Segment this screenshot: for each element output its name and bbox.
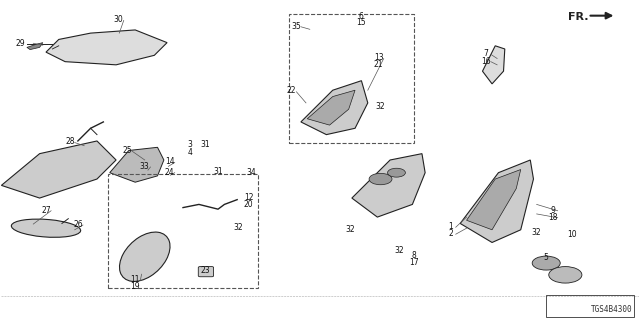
Circle shape: [548, 267, 582, 283]
Text: 10: 10: [568, 230, 577, 239]
FancyBboxPatch shape: [198, 267, 214, 277]
Circle shape: [388, 168, 405, 177]
Text: 30: 30: [113, 15, 123, 24]
Text: 6: 6: [359, 12, 364, 21]
Text: 32: 32: [395, 246, 404, 255]
Text: 32: 32: [346, 225, 355, 234]
Text: 24: 24: [165, 168, 175, 177]
Bar: [546, 295, 634, 317]
Text: 20: 20: [244, 200, 253, 209]
Polygon shape: [27, 43, 43, 50]
Text: 5: 5: [543, 253, 548, 262]
Text: 17: 17: [410, 258, 419, 267]
Text: 33: 33: [140, 162, 150, 171]
Polygon shape: [460, 160, 534, 243]
Text: 32: 32: [375, 102, 385, 111]
Text: FR.: FR.: [568, 12, 589, 22]
Text: 19: 19: [131, 282, 140, 292]
Text: 31: 31: [213, 167, 223, 176]
Text: 1: 1: [448, 222, 453, 231]
Text: 18: 18: [548, 212, 557, 222]
Text: 15: 15: [356, 19, 366, 28]
Polygon shape: [46, 30, 167, 65]
Polygon shape: [301, 81, 368, 135]
Text: 32: 32: [532, 228, 541, 237]
Text: 14: 14: [165, 157, 175, 166]
Text: 11: 11: [131, 276, 140, 284]
Ellipse shape: [120, 232, 170, 281]
Polygon shape: [109, 147, 164, 182]
Text: 16: 16: [481, 57, 490, 66]
Polygon shape: [467, 170, 521, 230]
Text: 2: 2: [448, 229, 453, 238]
Text: 31: 31: [200, 140, 210, 149]
Text: 28: 28: [65, 137, 75, 146]
Ellipse shape: [12, 219, 81, 237]
Polygon shape: [352, 154, 425, 217]
Text: TGS4B4300: TGS4B4300: [591, 305, 632, 314]
Circle shape: [369, 173, 392, 185]
Text: 25: 25: [123, 146, 132, 155]
Text: 21: 21: [374, 60, 383, 69]
Circle shape: [532, 256, 560, 270]
Text: 23: 23: [200, 266, 210, 275]
Bar: [289, 14, 413, 142]
Text: 35: 35: [291, 22, 301, 31]
Text: 32: 32: [234, 223, 243, 232]
Text: 12: 12: [244, 193, 253, 202]
Text: 13: 13: [374, 53, 383, 62]
Text: 8: 8: [412, 251, 417, 260]
Polygon shape: [483, 46, 505, 84]
Text: 29: 29: [16, 39, 26, 48]
Bar: [108, 174, 258, 288]
Polygon shape: [307, 90, 355, 125]
Text: 22: 22: [287, 86, 296, 95]
Text: 9: 9: [550, 206, 555, 215]
Polygon shape: [1, 141, 116, 198]
Text: 3: 3: [188, 140, 193, 149]
Text: 34: 34: [246, 168, 256, 177]
Text: 26: 26: [73, 220, 83, 228]
Text: 7: 7: [483, 49, 488, 58]
Text: 27: 27: [41, 206, 51, 215]
Text: 4: 4: [188, 148, 193, 156]
